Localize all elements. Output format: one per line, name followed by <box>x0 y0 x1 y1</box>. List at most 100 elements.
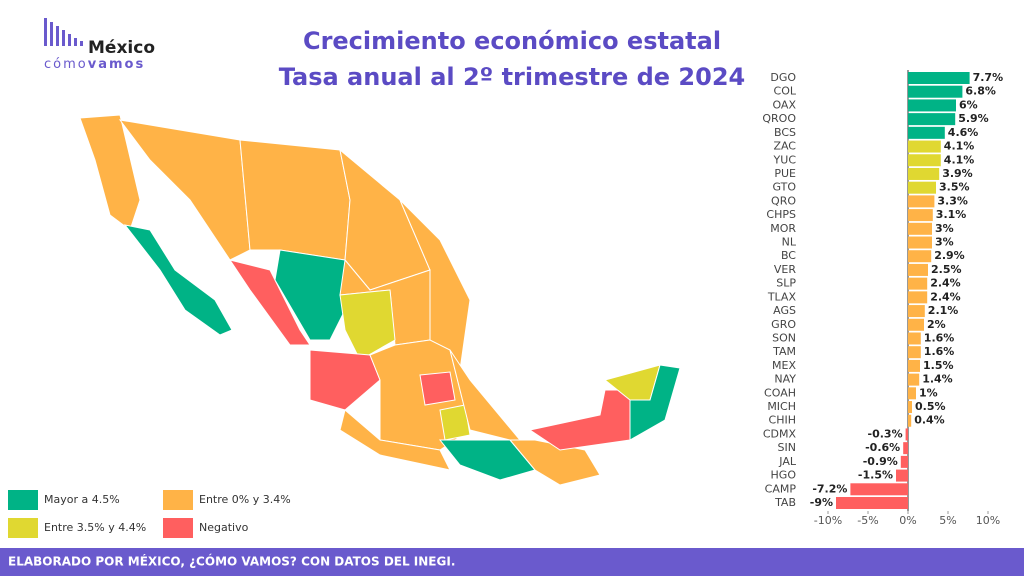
logo-text: cómo <box>44 57 88 72</box>
value-label: 2.4% <box>930 277 961 290</box>
y-tick-label: COL <box>774 85 797 98</box>
legend-label: Entre 0% y 3.4% <box>199 493 291 506</box>
value-label: 7.7% <box>973 71 1004 84</box>
bar <box>908 373 920 386</box>
bar <box>908 72 970 84</box>
y-tick-label: CDMX <box>763 427 797 440</box>
bar <box>908 291 928 304</box>
legend-label: Entre 3.5% y 4.4% <box>44 521 146 534</box>
bar <box>908 414 912 427</box>
bar <box>900 455 908 468</box>
x-tick-label: 0% <box>899 514 916 527</box>
value-label: -0.9% <box>863 455 898 468</box>
y-tick-label: MICH <box>767 400 796 413</box>
legend-label: Mayor a 4.5% <box>44 493 120 506</box>
y-tick-label: JAL <box>778 455 797 468</box>
y-tick-label: BCS <box>774 126 796 139</box>
bar <box>850 483 908 496</box>
y-tick-label: PUE <box>774 167 796 180</box>
x-tick-label: -5% <box>857 514 878 527</box>
logo-bar <box>80 41 83 46</box>
bar <box>908 85 963 98</box>
bar <box>908 113 956 126</box>
map-region <box>419 371 456 406</box>
bar <box>908 222 932 235</box>
bar <box>908 167 940 180</box>
map-region <box>339 289 396 361</box>
value-label: 4.1% <box>944 153 975 166</box>
y-tick-label: MEX <box>772 359 796 372</box>
bar <box>905 428 908 441</box>
logo-text: cómovamos <box>44 57 145 72</box>
value-label: 0.5% <box>915 400 946 413</box>
value-label: 1% <box>919 386 938 399</box>
bar <box>908 401 912 414</box>
logo-bar <box>68 34 71 46</box>
map-region <box>629 364 681 441</box>
y-tick-label: QROO <box>762 112 796 125</box>
bar <box>908 181 936 194</box>
bar <box>908 277 928 290</box>
y-tick-label: CAMP <box>765 482 797 495</box>
y-tick-label: YUC <box>773 153 797 166</box>
value-label: 4.6% <box>948 126 979 139</box>
y-tick-label: NAY <box>774 373 796 386</box>
value-label: 3.5% <box>939 181 970 194</box>
bar <box>908 318 924 331</box>
y-tick-label: SLP <box>776 277 796 290</box>
value-label: -0.6% <box>865 441 900 454</box>
y-tick-label: GRO <box>771 318 796 331</box>
value-label: 2.4% <box>930 290 961 303</box>
chart-subtitle: Tasa anual al 2º trimestre de 2024 <box>279 63 745 91</box>
value-label: 2.1% <box>928 304 959 317</box>
value-label: -0.3% <box>868 427 903 440</box>
map-region <box>508 439 601 486</box>
y-tick-label: AGS <box>773 304 796 317</box>
map-region <box>123 224 233 336</box>
map-region <box>239 139 351 261</box>
bar <box>908 209 933 222</box>
bar <box>903 442 908 455</box>
y-tick-label: TAB <box>774 496 796 509</box>
map-region <box>309 349 381 411</box>
bar <box>908 236 932 249</box>
y-tick-label: TAM <box>772 345 796 358</box>
logo-bar <box>50 22 53 46</box>
y-tick-label: VER <box>774 263 796 276</box>
value-label: 1.6% <box>924 331 955 344</box>
y-tick-label: CHIH <box>769 414 796 427</box>
y-tick-label: COAH <box>764 386 796 399</box>
y-tick-label: SIN <box>778 441 796 454</box>
value-label: 3.9% <box>942 167 973 180</box>
value-label: 2% <box>927 318 946 331</box>
logo-text: México <box>88 38 155 58</box>
y-tick-label: HGO <box>771 469 797 482</box>
value-label: 1.6% <box>924 345 955 358</box>
bar-chart: -10% -5% 0% 5% 10% DGO 7.7% COL 6.8% OAX 6% QROO 5.9… <box>762 70 1003 527</box>
logo-bar <box>56 26 59 46</box>
value-label: 3% <box>935 236 954 249</box>
logo: México cómovamos <box>44 18 155 72</box>
y-tick-label: ZAC <box>773 140 796 153</box>
value-label: 1.5% <box>923 359 954 372</box>
x-tick-label: 5% <box>939 514 956 527</box>
value-label: 6.8% <box>965 85 996 98</box>
y-tick-label: CHPS <box>766 208 796 221</box>
legend-swatch <box>163 490 193 510</box>
footer-bar <box>0 548 1024 576</box>
logo-bar <box>44 18 47 46</box>
bar <box>908 359 920 372</box>
legend: Mayor a 4.5% Entre 0% y 3.4% Entre 3.5% y … <box>8 490 291 538</box>
value-label: 1.4% <box>922 373 953 386</box>
map-region <box>438 439 536 481</box>
y-tick-label: QRO <box>771 194 796 207</box>
map-region <box>339 409 451 471</box>
footer-text: ELABORADO POR MÉXICO, ¿CÓMO VAMOS? CON D… <box>8 554 455 569</box>
bar <box>908 126 945 139</box>
map <box>79 114 681 486</box>
bar <box>836 497 908 509</box>
y-tick-label: OAX <box>772 98 796 111</box>
bar <box>908 140 941 153</box>
bar <box>908 346 921 359</box>
